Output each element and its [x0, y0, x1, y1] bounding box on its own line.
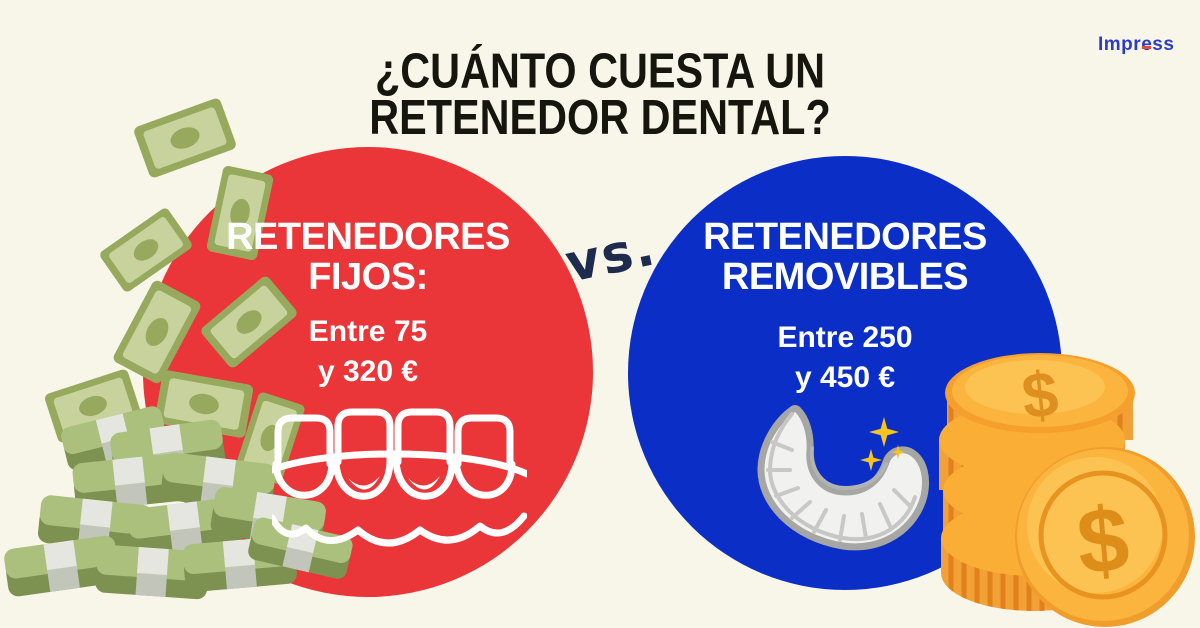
page-title-line2: RETENEDOR DENTAL?	[369, 88, 831, 145]
gold-dollar-coins-icon: $ $	[939, 353, 1195, 627]
svg-text:$: $	[1019, 357, 1062, 432]
left-price-line1: Entre 75	[308, 315, 428, 348]
right-circle-heading: RETENEDORES REMOVIBLES	[628, 217, 1062, 297]
right-heading-line2: REMOVIBLES	[721, 256, 969, 298]
right-circle-price: Entre 250 y 450 €	[628, 318, 1062, 398]
left-price-line2: y 320 €	[317, 355, 419, 388]
top-coin-face: $	[945, 353, 1135, 433]
svg-text:$: $	[1073, 488, 1133, 594]
logo-text-part2: ss	[1152, 34, 1175, 55]
left-heading-line1: RETENEDORES	[226, 216, 510, 258]
left-circle-price: Entre 75 y 320 €	[143, 312, 593, 392]
front-coin-face: $	[1015, 447, 1195, 627]
right-price-line2: y 450 €	[794, 361, 896, 394]
retainer-wire	[272, 450, 527, 478]
clear-aligner-icon	[757, 405, 930, 551]
left-heading-line2: FIJOS:	[308, 256, 428, 298]
page-title-line1: ¿CUÁNTO CUESTA UN	[374, 42, 826, 99]
page-title: ¿CUÁNTO CUESTA UN RETENEDOR DENTAL?	[48, 42, 1152, 145]
right-price-line1: Entre 250	[777, 321, 913, 354]
left-circle-heading: RETENEDORES FIJOS:	[143, 217, 593, 297]
right-heading-line1: RETENEDORES	[703, 216, 987, 258]
fixed-retainer-teeth-icon	[272, 408, 527, 547]
logo-text-part1: Impr	[1098, 34, 1142, 55]
sparkles-icon	[860, 417, 905, 471]
impress-logo: Impress	[1098, 34, 1174, 56]
logo-text-e: e	[1141, 34, 1153, 55]
